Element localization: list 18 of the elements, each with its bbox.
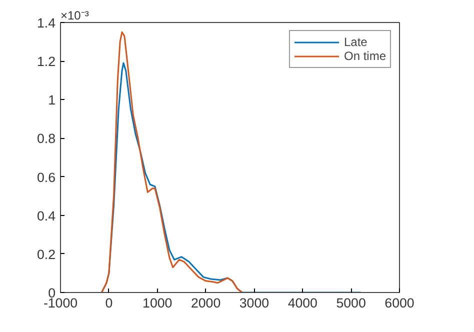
x-tick-label: 3000 [239, 296, 270, 310]
legend-label: Late [344, 35, 368, 49]
x-tick-label: 6000 [384, 296, 414, 310]
y-tick-label: 0.6 [36, 170, 56, 185]
x-tick-label: 4000 [288, 296, 318, 310]
y-tick-label: 0.8 [36, 131, 56, 146]
legend-label: On time [344, 49, 386, 63]
x-tick-label: 5000 [336, 296, 366, 310]
y-tick-label: 1.4 [36, 16, 56, 30]
y-tick-label: 0.4 [36, 208, 56, 224]
y-tick-label: 1 [48, 92, 56, 108]
text: ×10⁻³ [60, 8, 89, 22]
x-tick-label: 0 [105, 296, 113, 310]
line-series [100, 31, 243, 292]
x-tick-label: 1000 [142, 296, 172, 310]
x-tick-label: 2000 [190, 296, 221, 310]
y-tick-label: 1.2 [36, 54, 56, 70]
y-tick-label: 0.2 [36, 246, 56, 262]
